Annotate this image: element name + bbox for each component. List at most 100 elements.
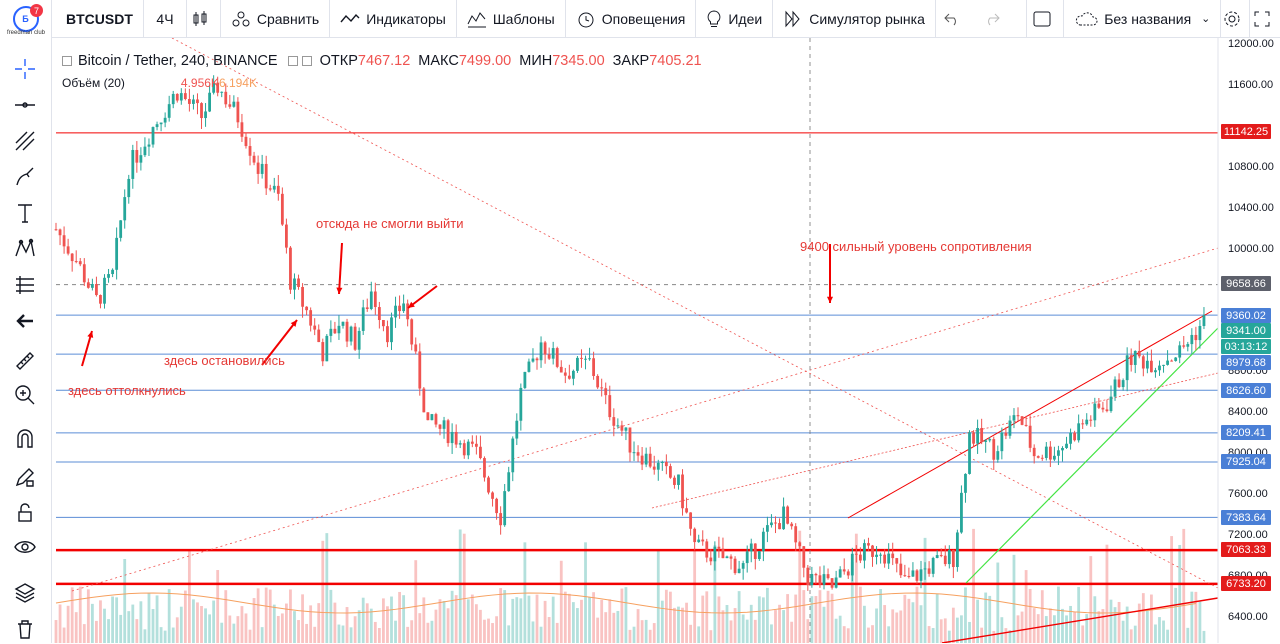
candle-body	[487, 477, 490, 493]
candle-body	[107, 274, 110, 278]
candle-body	[527, 361, 531, 372]
zoom-tool-button[interactable]	[8, 380, 42, 410]
text-tool-button[interactable]	[8, 198, 42, 228]
ruler-icon	[16, 352, 34, 370]
volume-bar	[90, 603, 94, 643]
annotation-arrow	[261, 319, 298, 366]
series-eye-icon[interactable]	[287, 56, 298, 66]
price-axis-tick: 8400.00	[1228, 406, 1268, 419]
ideas-button[interactable]: Идеи	[696, 0, 774, 38]
chart-type-button[interactable]	[187, 0, 221, 38]
volume-bar	[503, 590, 507, 643]
candle-body	[345, 321, 349, 342]
layout-name-button[interactable]: Без названия ⌄	[1064, 0, 1222, 38]
volume-bar	[1077, 586, 1081, 643]
candle-body	[74, 261, 78, 263]
candle-body	[507, 472, 511, 492]
volume-bar	[673, 607, 676, 643]
gann-tool-button[interactable]	[8, 126, 42, 156]
indicators-button[interactable]: Индикаторы	[330, 0, 457, 38]
crosshair-tool-button[interactable]	[8, 54, 42, 84]
volume-bar	[341, 625, 345, 643]
candle-body	[285, 224, 288, 248]
support-trendline	[941, 597, 1219, 643]
object-tree-button[interactable]	[8, 578, 42, 608]
back-arrow-button[interactable]	[8, 306, 42, 336]
volume-bar	[612, 612, 616, 643]
magnet-button[interactable]	[8, 424, 42, 454]
candle-body	[867, 543, 870, 546]
volume-bar	[535, 594, 539, 643]
candle-body	[1162, 364, 1165, 366]
volume-bar	[1004, 628, 1008, 643]
measure-tool-button[interactable]	[8, 346, 42, 376]
broker-logo[interactable]: Б 7 freedman club	[0, 0, 52, 38]
volume-bar	[1117, 601, 1121, 643]
volume-bar	[507, 625, 511, 643]
price-axis-tick: 12000.00	[1228, 38, 1274, 51]
candle-body	[887, 553, 891, 564]
trend-line-tool-button[interactable]	[8, 90, 42, 120]
series-settings-icon[interactable]	[301, 56, 312, 66]
volume-bar	[737, 591, 741, 643]
fullscreen-layout-button[interactable]	[1027, 0, 1065, 38]
symbol-search-button[interactable]: BTCUSDT	[52, 0, 144, 38]
lock-drawings-button[interactable]	[8, 498, 42, 528]
volume-bar	[693, 548, 697, 643]
drawing-mode-button[interactable]	[8, 462, 42, 492]
candle-body	[479, 446, 482, 459]
candle-body	[571, 370, 575, 379]
candle-body	[450, 431, 454, 444]
volume-bar	[620, 588, 624, 643]
volume-bar	[1121, 620, 1125, 643]
candle-body	[580, 357, 583, 359]
candle-body	[693, 528, 697, 543]
undo-button[interactable]	[936, 0, 974, 38]
volume-bar	[151, 609, 155, 643]
volume-bar	[939, 619, 943, 643]
alerts-button[interactable]: Оповещения	[566, 0, 697, 38]
delete-drawings-button[interactable]	[8, 614, 42, 644]
volume-bar	[624, 587, 628, 643]
candle-body	[1113, 379, 1117, 397]
indicators-label: Индикаторы	[366, 10, 446, 27]
price-chart[interactable]	[52, 38, 1280, 643]
redo-button[interactable]	[974, 0, 1027, 38]
volume-bar	[798, 530, 802, 643]
fullscreen-button[interactable]	[1250, 0, 1280, 38]
prediction-tool-button[interactable]	[8, 270, 42, 300]
settings-button[interactable]	[1221, 0, 1250, 38]
templates-button[interactable]: Шаблоны	[457, 0, 566, 38]
candle-body	[1150, 360, 1153, 373]
market-simulator-button[interactable]: Симулятор рынка	[773, 0, 936, 38]
candle-body	[761, 531, 765, 552]
interval-button[interactable]: 4Ч	[144, 0, 188, 38]
volume-bar	[539, 626, 543, 643]
hide-drawings-button[interactable]	[8, 532, 42, 562]
candle-body	[660, 462, 664, 464]
alarm-clock-icon	[578, 12, 594, 27]
brush-tool-button[interactable]	[8, 162, 42, 192]
candle-body	[390, 317, 393, 343]
candle-body	[309, 310, 313, 326]
candle-body	[260, 163, 264, 174]
volume-bar	[1113, 607, 1117, 643]
volume-bar	[721, 610, 725, 643]
compare-button[interactable]: Сравнить	[221, 0, 331, 38]
volume-bar	[1101, 609, 1105, 643]
volume-bar	[95, 620, 98, 643]
collapse-legend-icon[interactable]	[62, 56, 72, 66]
low-value: 7345.00	[552, 53, 605, 69]
volume-bar	[272, 604, 276, 643]
volume-bar	[454, 595, 458, 643]
volume-bar	[1040, 590, 1044, 643]
candle-body	[430, 414, 434, 421]
pattern-tool-button[interactable]	[8, 234, 42, 264]
price-tag: 03:13:12	[1221, 339, 1271, 354]
candle-body	[652, 466, 656, 470]
volume-bar	[163, 630, 167, 643]
volume-bar	[171, 627, 175, 643]
candle-body	[418, 351, 422, 389]
candle-body	[183, 93, 187, 100]
volume-bar	[470, 594, 474, 643]
